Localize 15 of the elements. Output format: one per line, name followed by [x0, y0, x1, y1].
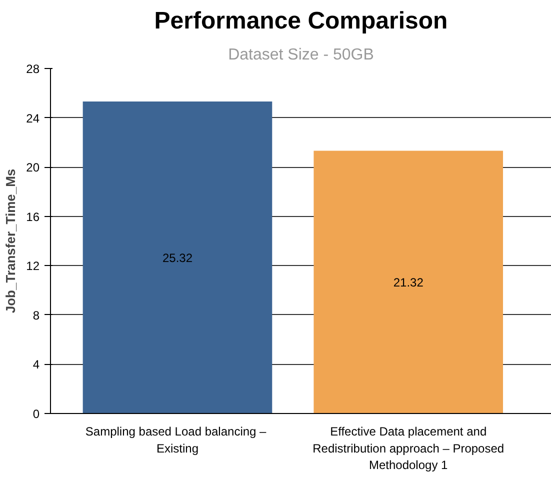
x-tick-label: Sampling based Load balancing – Existing [85, 424, 267, 456]
y-tick-label: 0 [32, 407, 40, 421]
chart-title: Performance Comparison [154, 8, 448, 34]
y-axis-title: Job_Transfer_Time_Ms [3, 168, 18, 314]
chart-subtitle: Dataset Size - 50GB [228, 46, 374, 64]
y-tick-label: 28 [26, 62, 40, 76]
y-tick-label: 20 [26, 160, 40, 175]
data-label: 25.32 [162, 251, 193, 266]
data-label: 21.32 [393, 276, 424, 290]
y-tick-label: 4 [32, 358, 40, 372]
y-tick-label: 8 [32, 308, 40, 322]
y-tick-label: 24 [26, 111, 40, 126]
x-tick-label: Effective Data placement and Redistribution approach – Proposed Methodology 1 [312, 424, 504, 472]
y-tick-label: 12 [26, 259, 40, 274]
y-tick-label: 16 [26, 210, 40, 224]
